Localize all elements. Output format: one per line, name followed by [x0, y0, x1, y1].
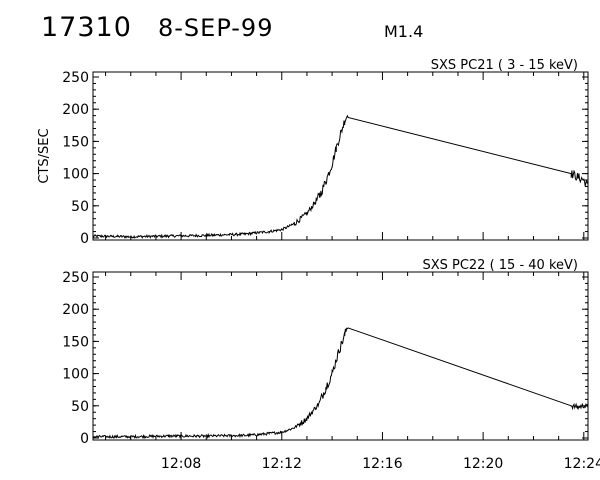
x-tick-label: 12:16: [362, 456, 402, 472]
series-line: [92, 327, 589, 440]
y-tick-label: 50: [71, 199, 89, 215]
x-tick-label: 12:12: [262, 456, 302, 472]
y-tick-label: 200: [62, 102, 89, 118]
y-tick-label: 100: [62, 367, 89, 383]
y-tick-label: 250: [62, 270, 89, 286]
flare-class: M1.4: [384, 22, 424, 41]
y-tick-label: 50: [71, 399, 89, 415]
y-tick-label: 250: [62, 70, 89, 86]
x-tick-label: 12:08: [161, 456, 201, 472]
series-line: [92, 114, 588, 240]
y-axis-label: CTS/SEC: [37, 128, 52, 183]
y-tick-label: 150: [62, 334, 89, 350]
y-tick-label: 0: [80, 431, 89, 447]
event-date: 8-SEP-99: [158, 14, 274, 42]
x-tick-label: 12:24: [564, 456, 600, 472]
x-tick-label: 12:20: [463, 456, 503, 472]
panel-title: SXS PC21 ( 3 - 15 keV): [431, 58, 578, 73]
plot-frame: [92, 71, 589, 241]
y-tick-label: 200: [62, 302, 89, 318]
y-tick-label: 0: [80, 231, 89, 247]
y-tick-label: 150: [62, 134, 89, 150]
plot-frame: [92, 271, 589, 441]
event-id: 17310: [41, 12, 132, 43]
panel-title: SXS PC22 ( 15 - 40 keV): [422, 258, 578, 273]
y-tick-label: 100: [62, 167, 89, 183]
